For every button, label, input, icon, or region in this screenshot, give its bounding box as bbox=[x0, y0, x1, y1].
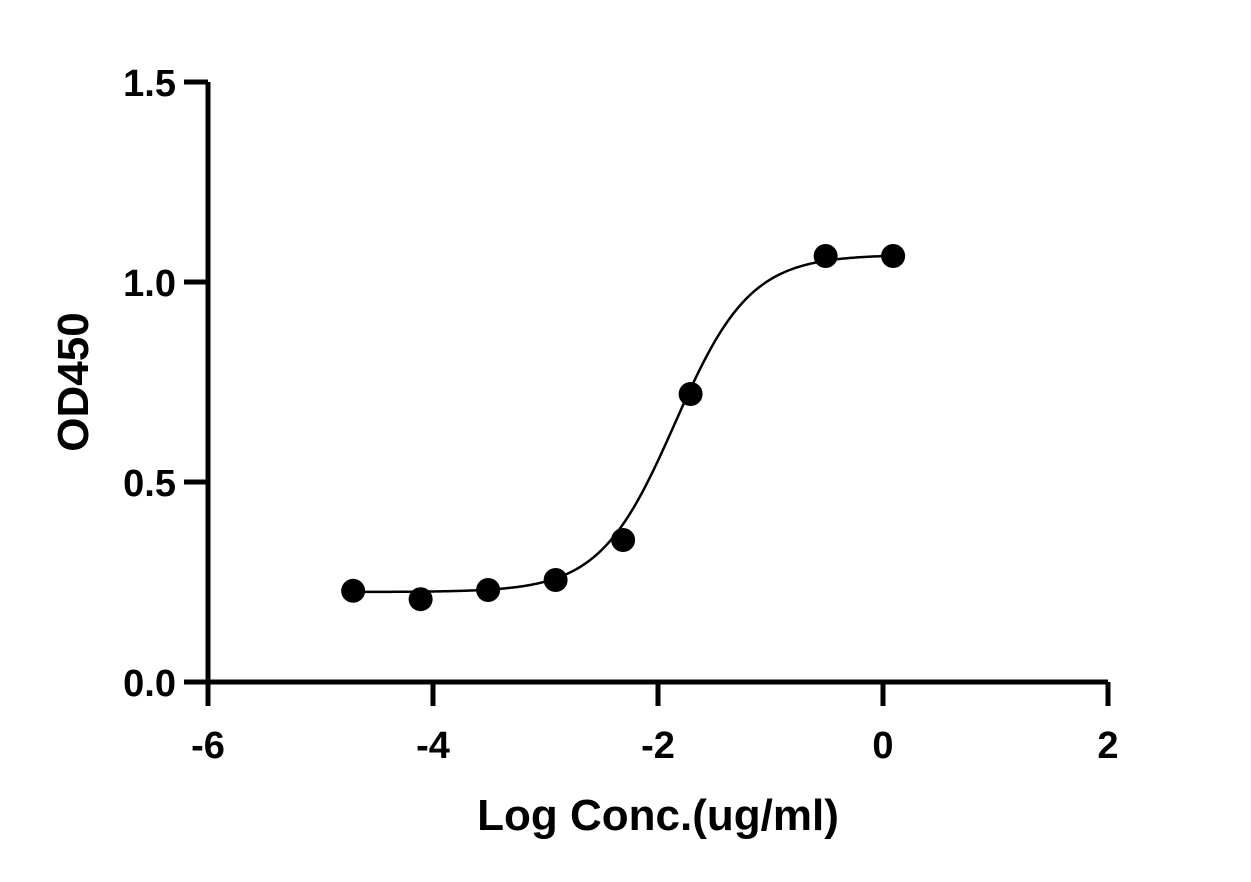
y-tick-label: 0.5 bbox=[123, 463, 176, 505]
data-points bbox=[341, 244, 906, 612]
y-tick-label: 1.5 bbox=[123, 63, 176, 105]
x-tick-label: -6 bbox=[191, 725, 225, 767]
x-tick-label: 0 bbox=[872, 725, 893, 767]
fit-curve bbox=[353, 254, 894, 594]
x-tick-label: 2 bbox=[1097, 725, 1118, 767]
data-point bbox=[476, 578, 501, 602]
data-point bbox=[341, 578, 366, 603]
x-tick-label: -2 bbox=[641, 725, 675, 767]
data-point bbox=[881, 244, 906, 268]
y-tick-label: 1.0 bbox=[123, 263, 176, 305]
data-point bbox=[408, 587, 433, 612]
data-point bbox=[678, 382, 703, 406]
plot-area: -6 -4 -2 0 2 0.0 0.5 1.0 1.5 bbox=[123, 63, 1118, 767]
x-tick-label: -4 bbox=[416, 725, 450, 767]
x-ticks: -6 -4 -2 0 2 bbox=[191, 682, 1119, 767]
y-axis-title: OD450 bbox=[49, 312, 98, 451]
data-point bbox=[611, 528, 636, 552]
data-point bbox=[813, 244, 838, 268]
y-tick-label: 0.0 bbox=[123, 663, 176, 705]
x-axis-title: Log Conc.(ug/ml) bbox=[477, 791, 839, 840]
y-ticks: 0.0 0.5 1.0 1.5 bbox=[123, 63, 208, 705]
data-point bbox=[543, 568, 568, 592]
